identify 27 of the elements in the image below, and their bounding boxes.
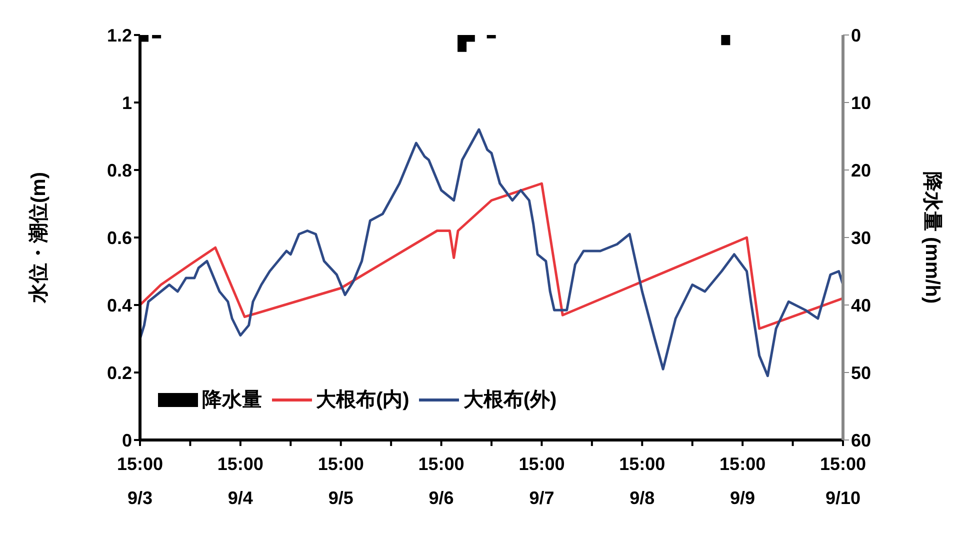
y2-tick-label: 40	[851, 295, 872, 316]
y-tick-label: 0	[122, 430, 132, 450]
y-tick-label: 0.2	[106, 362, 132, 383]
y2-tick-label: 30	[851, 228, 872, 248]
legend-label: 大根布(外)	[463, 388, 557, 413]
x-tick-label: 15:00 9/4	[217, 454, 264, 508]
y2-axis-title: 降水量 (mm/h)	[920, 171, 943, 304]
y-tick-label: 1	[122, 92, 132, 113]
y-axis-title: 水位・潮位(m)	[28, 172, 50, 304]
y2-tick-label: 50	[851, 362, 872, 383]
y2-tick-label: 10	[851, 92, 872, 113]
y-tick-label: 0.4	[106, 295, 132, 316]
y2-tick-label: 20	[851, 160, 872, 180]
y-tick-label: 0.6	[106, 228, 132, 248]
y2-tick-label: 60	[851, 430, 872, 450]
y2-tick-label: 0	[851, 25, 862, 46]
x-tick-label: 15:00 9/10	[820, 454, 866, 508]
x-tick-label: 15:00 9/5	[318, 454, 364, 508]
y-tick-label: 0.8	[106, 160, 132, 180]
x-tick-label: 15:00 9/9	[720, 454, 766, 508]
x-tick-label: 15:00 9/8	[619, 454, 666, 508]
y-tick-label: 1.2	[106, 25, 132, 46]
x-tick-label: 15:00 9/6	[418, 454, 464, 508]
x-tick-label: 15:00 9/3	[116, 454, 164, 508]
x-tick-label: 15:00 9/7	[518, 454, 565, 508]
legend-label: 大根布(内)	[316, 388, 410, 413]
legend-label: 降水量	[202, 388, 262, 413]
